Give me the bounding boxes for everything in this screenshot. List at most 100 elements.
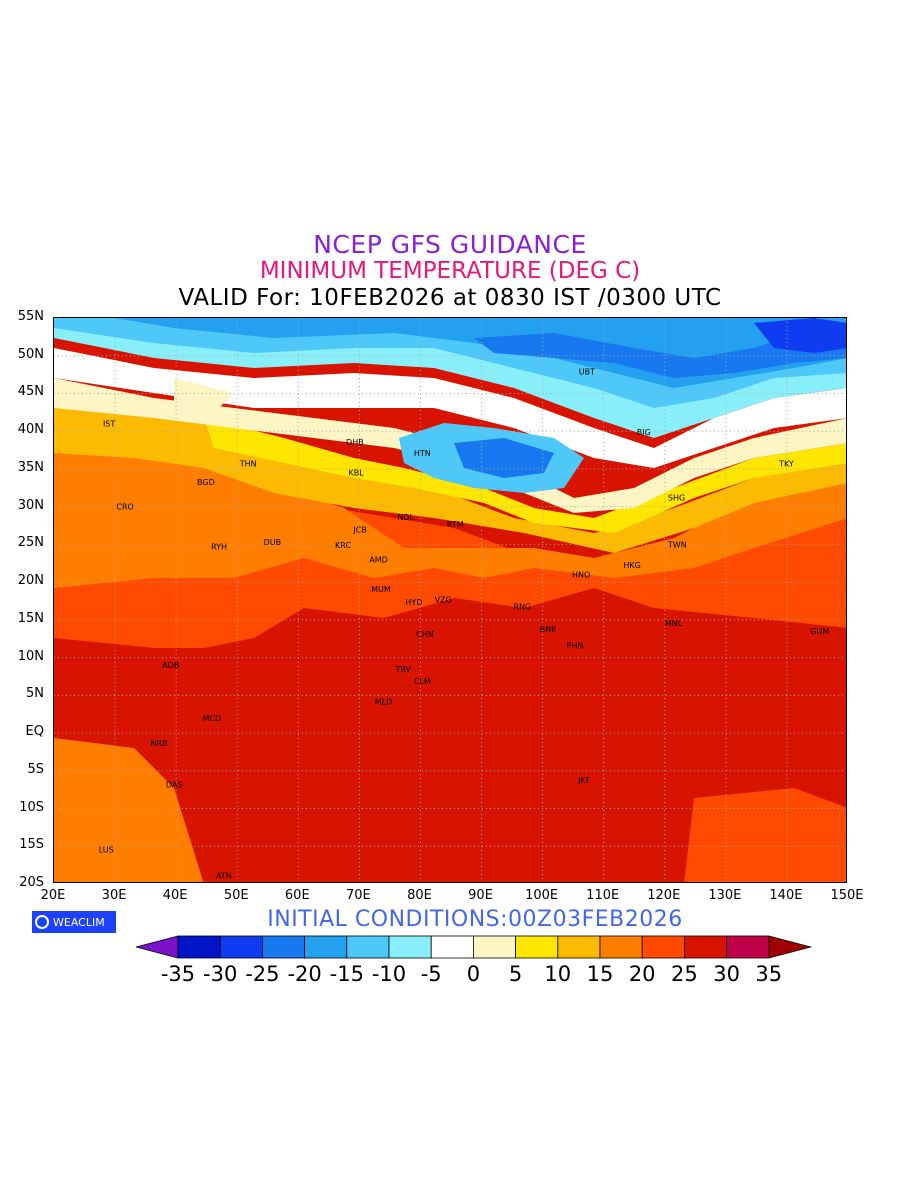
- colorbar-tick-label: -35: [160, 962, 196, 986]
- colorbar-swatch: [304, 935, 348, 959]
- latitude-tick-label: 50N: [17, 346, 44, 362]
- colorbar-swatch: [177, 935, 221, 959]
- weaclim-logo: WEACLIM: [32, 911, 116, 933]
- station-label: ADB: [162, 661, 179, 670]
- station-label: UBT: [579, 368, 595, 377]
- station-label: CHN: [416, 630, 434, 639]
- station-label: PHN: [567, 642, 584, 651]
- longitude-tick-label: 40E: [162, 888, 188, 903]
- colorbar-swatch: [472, 935, 516, 959]
- longitude-tick-label: 100E: [525, 888, 559, 903]
- colorbar-swatch: [219, 935, 263, 959]
- latitude-tick-label: 25N: [17, 535, 44, 551]
- latitude-tick-label: 5N: [26, 686, 44, 702]
- station-label: JKT: [577, 776, 590, 785]
- station-label: VZG: [435, 595, 452, 604]
- colorbar-swatch: [430, 935, 474, 959]
- station-label: JCB: [352, 525, 366, 534]
- latitude-tick-label: 15S: [19, 837, 44, 853]
- station-label: BGD: [197, 478, 215, 487]
- latitude-tick-label: 55N: [17, 309, 44, 324]
- station-layer: UBT BJG TKY SHG TWN HKG HNO MNL GUM HTN DHB KBL THN I…: [99, 368, 830, 881]
- station-label: THN: [239, 460, 257, 469]
- tibet-colder: [454, 438, 554, 478]
- station-label: KRC: [335, 541, 351, 550]
- station-label: MUM: [371, 585, 391, 594]
- longitude-tick-label: 60E: [284, 888, 310, 903]
- colorbar-tick-label: 15: [586, 962, 614, 986]
- logo-icon: [35, 915, 49, 929]
- longitude-tick-label: 50E: [223, 888, 249, 903]
- longitude-tick-label: 150E: [830, 888, 864, 903]
- longitude-tick-label: 80E: [407, 888, 432, 903]
- colorbar-swatch: [388, 935, 432, 959]
- band-5-10: [204, 418, 846, 533]
- latitude-tick-label: 5S: [27, 761, 44, 777]
- colorbar-swatch: [346, 935, 390, 959]
- station-label: DUB: [264, 538, 282, 547]
- station-label: TWN: [667, 540, 687, 549]
- colorbar-swatch: [515, 935, 559, 959]
- station-label: HNO: [572, 571, 590, 580]
- latitude-tick-label: 10S: [19, 799, 44, 815]
- longitude-tick-label: 140E: [769, 888, 803, 903]
- colorbar-arrow-high: [768, 935, 813, 959]
- longitude-tick-label: 110E: [586, 888, 620, 903]
- australia-north: [684, 788, 846, 882]
- latitude-tick-label: 35N: [17, 459, 44, 475]
- colorbar-swatch: [557, 935, 601, 959]
- colorbar-swatch: [262, 935, 306, 959]
- station-label: BNK: [540, 625, 557, 634]
- station-label: TKY: [778, 460, 794, 469]
- station-label: MCD: [203, 714, 222, 723]
- station-label: LUS: [99, 845, 114, 854]
- latitude-tick-label: 20N: [17, 573, 44, 589]
- station-label: HYD: [405, 598, 422, 607]
- longitude-tick-label: 130E: [708, 888, 742, 903]
- map-canvas: UBT BJG TKY SHG TWN HKG HNO MNL GUM HTN DHB KBL THN I…: [54, 318, 846, 882]
- colorbar-tick-label: 0: [466, 962, 481, 986]
- colorbar-swatch: [726, 935, 770, 959]
- longitude-tick-label: 90E: [468, 888, 493, 903]
- station-label: NDL: [397, 513, 414, 522]
- colorbar-tick-label: 30: [713, 962, 740, 986]
- logo-text: WEACLIM: [53, 915, 105, 929]
- colorbar-tick-label: -20: [287, 962, 322, 986]
- station-label: AMD: [369, 555, 388, 564]
- colorbar-tick-label: 25: [671, 962, 698, 986]
- colorbar-swatch: [684, 935, 728, 959]
- map-grid: [54, 318, 846, 882]
- colorbar-tick-label: -30: [203, 962, 238, 986]
- station-label: CLM: [414, 677, 431, 686]
- latitude-tick-label: 10N: [17, 648, 44, 664]
- latitude-tick-label: 20S: [19, 875, 44, 890]
- station-label: CRO: [116, 503, 133, 512]
- station-label: RTM: [447, 520, 464, 529]
- colorbar-arrow-low: [136, 935, 179, 959]
- station-label: TRV: [395, 665, 412, 674]
- station-label: ATN: [216, 872, 232, 881]
- latitude-tick-label: 45N: [17, 384, 44, 400]
- station-label: HTN: [414, 449, 431, 458]
- colorbar-tick-label: 20: [628, 962, 656, 986]
- title-line-2: MINIMUM TEMPERATURE (DEG C): [259, 258, 641, 284]
- colorbar-tick-label: 10: [544, 962, 572, 986]
- colorbar-swatch: [641, 935, 685, 959]
- station-label: KBL: [348, 469, 364, 478]
- colorbar-tick-label: -25: [245, 962, 280, 986]
- latitude-tick-label: EQ: [25, 724, 44, 740]
- colorbar-swatch: [599, 935, 643, 959]
- longitude-tick-label: 70E: [345, 888, 371, 903]
- band-15-20: [54, 438, 846, 588]
- station-label: NRB: [151, 739, 168, 748]
- colorbar: [136, 935, 813, 959]
- title-line-1: NCEP GFS GUIDANCE: [313, 230, 587, 259]
- caspian-warm: [174, 378, 234, 413]
- station-label: MLD: [375, 697, 393, 706]
- band-neg30-neg25: [754, 318, 846, 353]
- band-neg25-neg20: [474, 328, 846, 378]
- station-label: SHG: [668, 494, 685, 503]
- station-label: RNG: [513, 602, 531, 611]
- colorbar-tick-label: 5: [508, 962, 523, 986]
- station-label: MNL: [665, 619, 683, 628]
